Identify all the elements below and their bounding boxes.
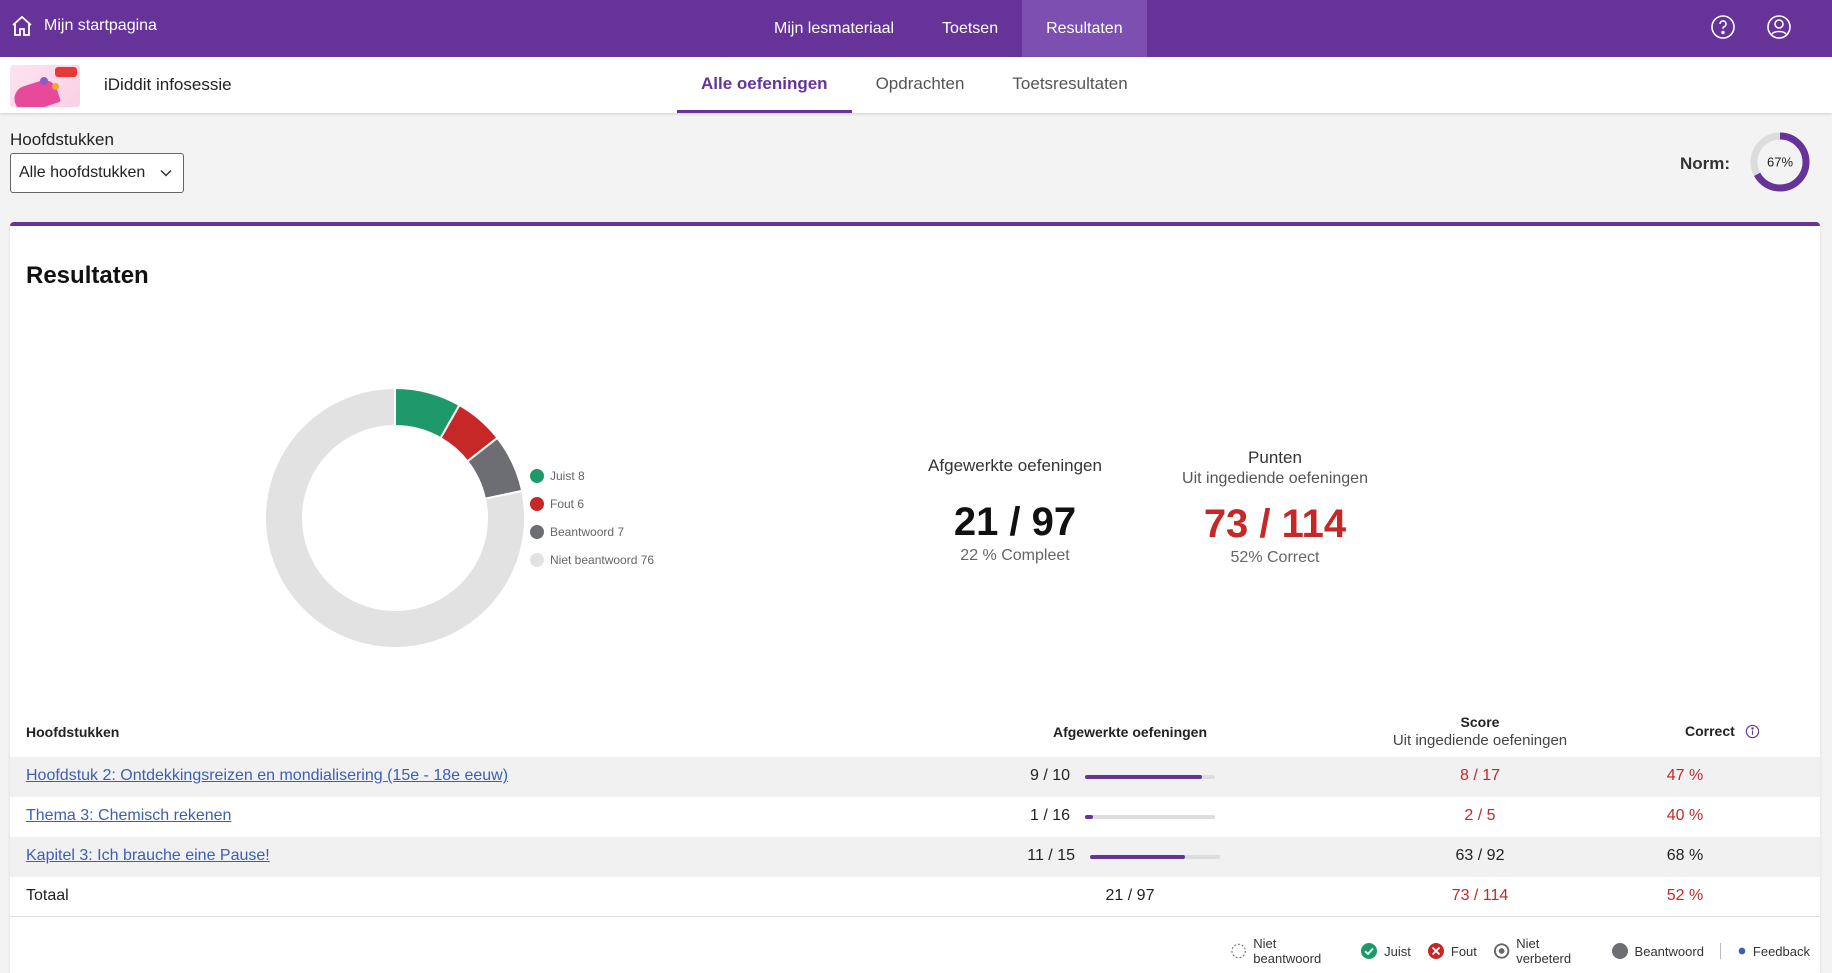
answered-icon (1611, 943, 1628, 959)
table-row: Hoofdstuk 2: Ontdekkingsreizen en mondia… (10, 757, 1820, 797)
row-progress-bar (1090, 855, 1220, 859)
tab-alle-oefeningen[interactable]: Alle oefeningen (677, 57, 852, 113)
points-value: 73 / 114 (1203, 502, 1347, 546)
chapters-select[interactable]: Alle hoofdstukken (10, 153, 184, 193)
nav-mijn-lesmateriaal[interactable]: Mijn lesmateriaal (774, 20, 895, 37)
table-total-row: Totaal 21 / 97 73 / 114 52 % (10, 877, 1820, 917)
status-legend: Niet beantwoord Juist Fout Niet verbeter… (1230, 936, 1820, 966)
points-percent: 52% Correct (1230, 549, 1320, 566)
completed-stat: Afgewerkte oefeningen 21 / 97 22 % Compl… (905, 456, 1125, 565)
total-label: Totaal (26, 887, 69, 904)
nav-resultaten[interactable]: Resultaten (1022, 0, 1147, 57)
help-icon[interactable] (1710, 14, 1736, 40)
norm-progress-ring: 67% (1750, 132, 1810, 192)
completed-percent: 22 % Compleet (960, 547, 1070, 564)
row-completed: 9 / 10 (1029, 767, 1070, 784)
chapter-link[interactable]: Thema 3: Chemisch rekenen (26, 807, 232, 824)
not-graded-icon (1493, 943, 1510, 959)
header-score-sub: Uit ingediende oefeningen (1392, 732, 1568, 749)
points-heading: Punten (1248, 448, 1302, 467)
legend-item-juist: Juist (1360, 942, 1411, 960)
completed-value: 21 / 97 (953, 500, 1077, 544)
info-icon[interactable] (1745, 724, 1760, 739)
legend-niet-beantwoord: Niet beantwoord 76 (530, 546, 654, 574)
course-header: iDiddit infosessie Alle oefeningen Opdra… (0, 57, 1832, 113)
row-score: 63 / 92 (1455, 847, 1505, 864)
header-score: Score Uit ingediende oefeningen (1380, 714, 1580, 749)
total-score: 73 / 114 (1451, 887, 1509, 904)
main-nav: Mijn lesmateriaal Toetsen Resultaten (750, 0, 1147, 57)
norm-value: 67% (1767, 155, 1793, 170)
top-icons (1710, 14, 1792, 40)
chapter-link[interactable]: Hoofdstuk 2: Ontdekkingsreizen en mondia… (26, 767, 509, 784)
row-correct: 40 % (1666, 807, 1704, 824)
donut-slice-niet-beantwoord (264, 386, 526, 649)
row-score: 2 / 5 (1464, 807, 1496, 824)
tab-toetsresultaten[interactable]: Toetsresultaten (1012, 74, 1128, 93)
legend-fout: Fout 6 (530, 490, 654, 518)
legend-item-fout: Fout (1427, 942, 1477, 960)
row-correct: 68 % (1666, 847, 1704, 864)
results-tabs: Alle oefeningen Opdrachten Toetsresultat… (677, 57, 1152, 113)
completed-heading: Afgewerkte oefeningen (928, 456, 1102, 475)
account-icon[interactable] (1766, 14, 1792, 40)
table-row: Kapitel 3: Ich brauche eine Pause! 11 / … (10, 837, 1820, 877)
course-title: iDiddit infosessie (104, 75, 232, 94)
results-title: Resultaten (26, 262, 149, 289)
row-completed: 11 / 15 (1027, 847, 1075, 864)
row-completed: 1 / 16 (1029, 807, 1070, 824)
header-chapters: Hoofdstukken (26, 724, 120, 740)
chapters-select-value: Alle hoofdstukken (19, 164, 146, 181)
donut-legend: Juist 8 Fout 6 Beantwoord 7 Niet beantwo… (530, 462, 654, 574)
tab-opdrachten[interactable]: Opdrachten (875, 74, 965, 93)
course-logo (10, 65, 80, 107)
feedback-dot-icon (1738, 947, 1746, 955)
top-navigation-bar: Mijn startpagina Mijn lesmateriaal Toets… (0, 0, 1832, 57)
home-icon (12, 15, 32, 36)
cross-circle-icon (1427, 943, 1444, 959)
row-progress-bar (1085, 815, 1215, 819)
legend-beantwoord: Beantwoord 7 (530, 518, 654, 546)
row-progress-bar (1085, 775, 1215, 779)
legend-item-niet-verbeterd: Niet verbeterd (1493, 936, 1595, 966)
legend-item-feedback: Feedback (1737, 944, 1810, 959)
chevron-down-icon (160, 169, 172, 177)
total-correct: 52 % (1666, 887, 1704, 904)
home-label: Mijn startpagina (44, 17, 157, 34)
home-link[interactable]: Mijn startpagina (10, 14, 157, 38)
results-card: Resultaten Juist 8 Fout 6 Beantwoord 7 N… (10, 222, 1820, 973)
legend-juist: Juist 8 (530, 462, 654, 490)
table-row: Thema 3: Chemisch rekenen 1 / 16 2 / 5 4… (10, 797, 1820, 837)
header-completed: Afgewerkte oefeningen (1052, 724, 1208, 740)
row-score: 8 / 17 (1459, 767, 1501, 784)
results-donut-chart (264, 386, 526, 649)
check-circle-icon (1361, 943, 1378, 959)
chapter-link[interactable]: Kapitel 3: Ich brauche eine Pause! (26, 847, 270, 864)
points-stat: Punten Uit ingediende oefeningen 73 / 11… (1150, 448, 1400, 567)
legend-item-beantwoord: Beantwoord (1611, 942, 1704, 960)
legend-item-niet-beantwoord: Niet beantwoord (1230, 936, 1344, 966)
points-subheading: Uit ingediende oefeningen (1182, 470, 1368, 487)
nav-toetsen[interactable]: Toetsen (942, 20, 999, 37)
norm-label: Norm: (1680, 154, 1731, 173)
unanswered-icon (1231, 943, 1246, 959)
total-completed: 21 / 97 (1105, 887, 1155, 904)
row-correct: 47 % (1666, 767, 1704, 784)
chapters-filter-label: Hoofdstukken (10, 130, 114, 149)
header-correct: Correct (1685, 723, 1760, 739)
